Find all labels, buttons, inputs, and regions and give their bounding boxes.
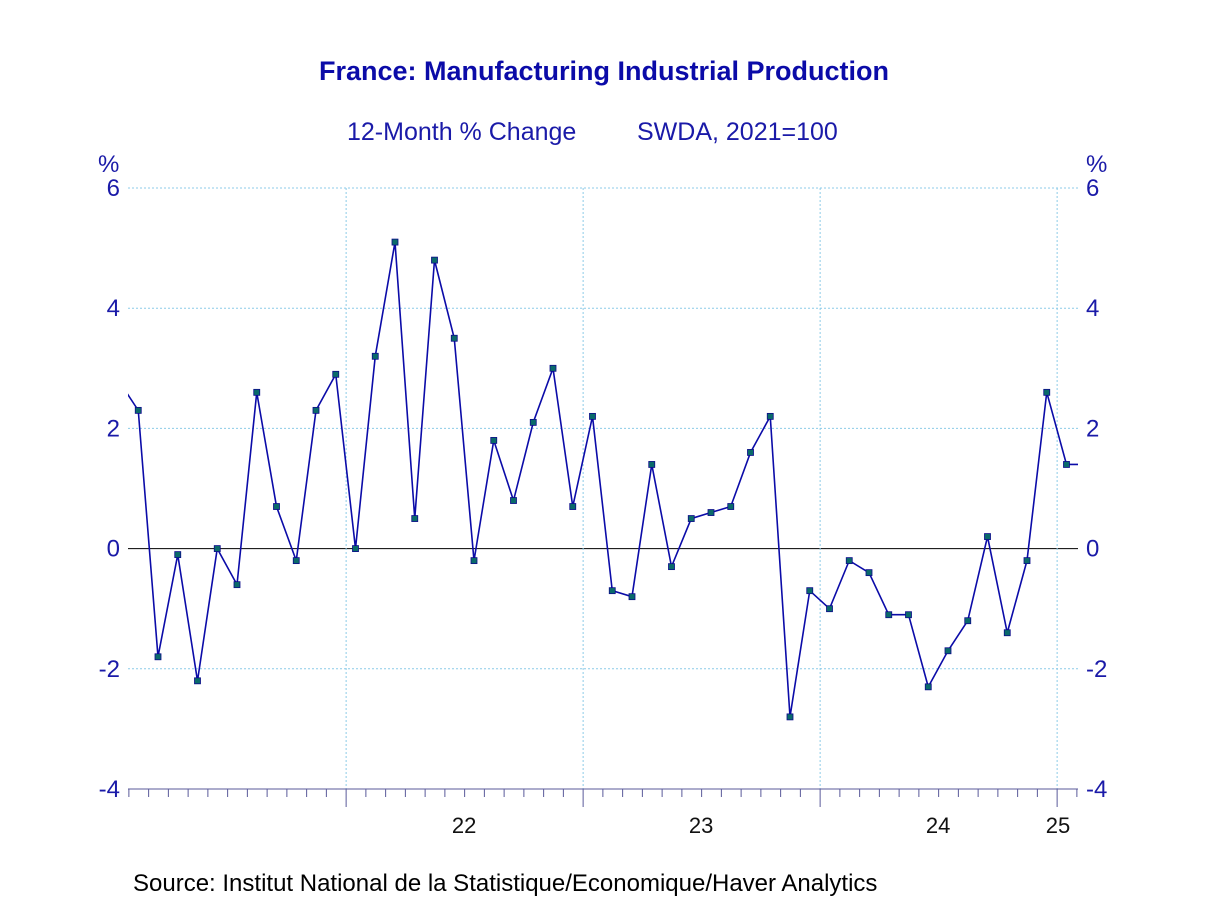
data-point	[1043, 388, 1051, 396]
x-tick-label: 23	[689, 813, 713, 838]
data-point	[273, 503, 280, 510]
data-point	[1023, 557, 1031, 565]
y-tick-label-right: -2	[1086, 656, 1107, 683]
data-point	[1063, 461, 1070, 468]
data-point	[589, 412, 596, 420]
chart-subtitle-measure: 12-Month % Change	[347, 118, 577, 146]
data-point	[984, 533, 991, 540]
y-unit-left: %	[98, 151, 119, 178]
data-point	[391, 238, 399, 246]
plot-area: 22 23 24 25-4 -4-2 -20 02 24 46 6%%	[98, 151, 1107, 838]
source-note: Source: Institut National de la Statisti…	[133, 870, 878, 897]
y-tick-label-right: -4	[1086, 776, 1107, 803]
data-point	[510, 497, 517, 504]
data-point	[648, 461, 656, 468]
data-point	[292, 557, 300, 565]
y-tick-label-right: 2	[1086, 415, 1099, 442]
data-point	[905, 611, 912, 619]
data-point	[727, 503, 735, 510]
data-point	[371, 352, 379, 360]
data-point	[707, 509, 715, 516]
data-point	[529, 418, 537, 426]
data-point	[549, 364, 557, 372]
data-point	[786, 713, 794, 721]
data-point	[233, 581, 241, 589]
data-point	[569, 503, 577, 510]
y-tick-label-left: 4	[107, 295, 120, 322]
data-point	[134, 406, 142, 414]
data-point	[944, 647, 952, 655]
data-point	[213, 545, 221, 552]
y-unit-right: %	[1086, 151, 1107, 178]
chart-subtitle-basis: SWDA, 2021=100	[637, 118, 838, 146]
x-tick-label: 25	[1046, 813, 1070, 838]
data-point	[964, 617, 972, 625]
series-line	[128, 241, 1078, 718]
data-point	[174, 551, 182, 559]
data-point	[470, 557, 478, 565]
x-tick-label: 24	[926, 813, 950, 838]
data-point	[826, 605, 833, 613]
data-point	[865, 569, 873, 577]
data-point	[687, 515, 695, 522]
data-point	[608, 587, 616, 595]
chart-title: France: Manufacturing Industrial Product…	[318, 56, 890, 86]
y-tick-label-left: 2	[107, 415, 120, 442]
y-tick-label-right: 0	[1086, 536, 1099, 563]
y-tick-label-left: 6	[107, 175, 120, 202]
x-tick-label: 22	[452, 813, 476, 838]
data-point	[411, 515, 419, 522]
data-point	[194, 677, 201, 685]
y-tick-label-right: 6	[1086, 175, 1099, 202]
data-point	[253, 388, 261, 396]
data-point	[806, 587, 814, 595]
data-point	[628, 593, 636, 601]
y-tick-label-left: -4	[99, 776, 120, 803]
data-point	[1003, 629, 1011, 637]
data-point	[885, 611, 893, 619]
data-point	[154, 653, 162, 661]
data-point	[431, 256, 438, 264]
data-point	[845, 557, 853, 565]
y-tick-label-right: 4	[1086, 295, 1099, 322]
data-point	[668, 563, 675, 571]
data-point	[766, 412, 774, 420]
data-point	[450, 334, 458, 342]
y-tick-label-left: -2	[99, 656, 120, 683]
data-point	[332, 370, 340, 378]
y-tick-label-left: 0	[107, 536, 120, 563]
data-point	[924, 683, 932, 691]
data-point	[490, 437, 498, 444]
data-point	[352, 545, 359, 552]
data-point	[312, 406, 320, 414]
data-point	[747, 449, 754, 456]
